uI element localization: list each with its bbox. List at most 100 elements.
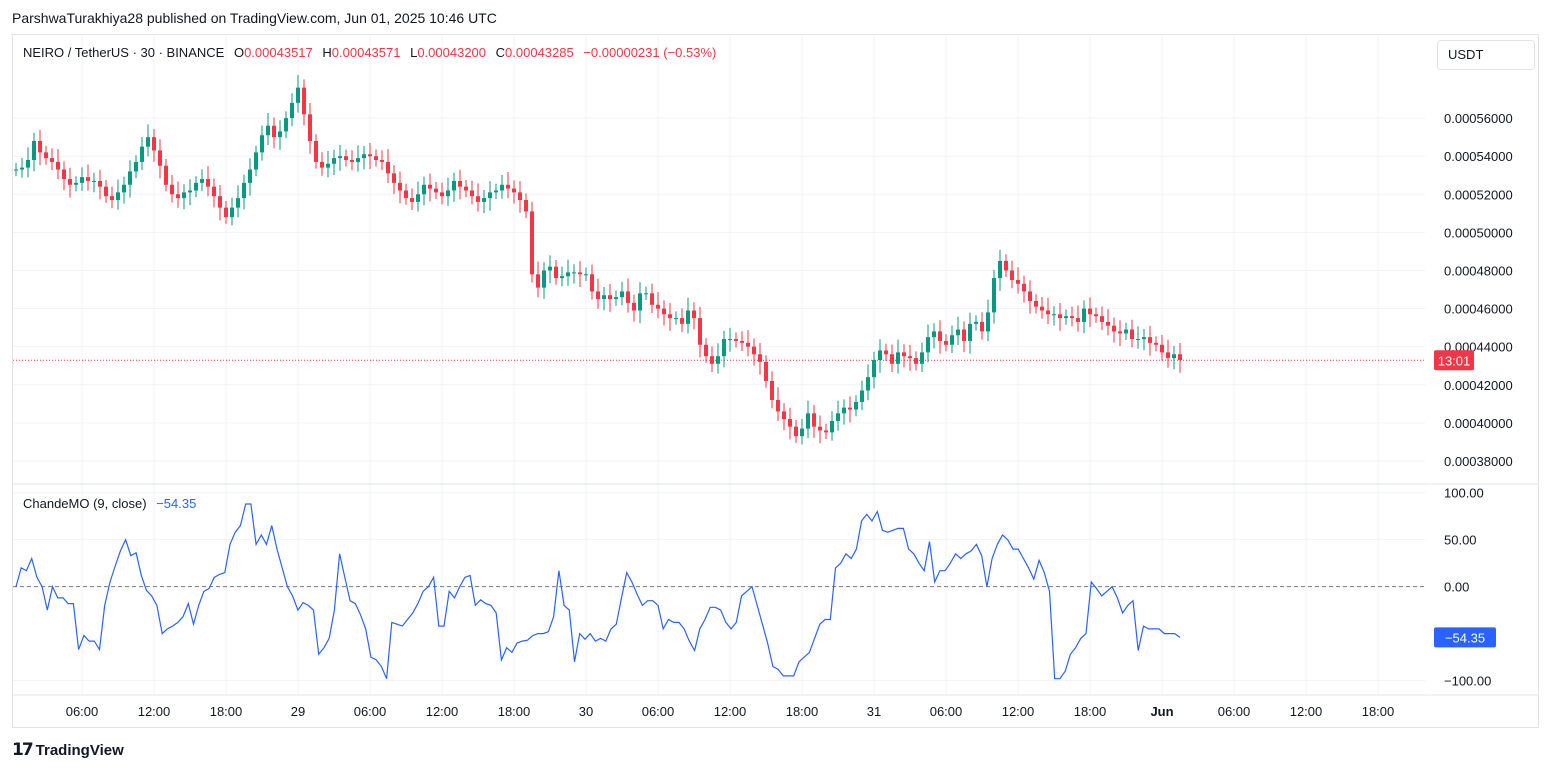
candle-body — [1112, 325, 1116, 332]
candle-body — [338, 156, 342, 159]
candle-body — [1034, 300, 1038, 307]
candle — [194, 176, 198, 198]
candle-body — [536, 274, 540, 288]
candle — [512, 180, 516, 204]
candle — [632, 294, 636, 322]
time-tick-label: 06:00 — [642, 704, 675, 719]
time-tick-label: 18:00 — [210, 704, 243, 719]
candle — [524, 193, 528, 219]
candle-body — [482, 198, 486, 202]
candle-body — [32, 140, 36, 160]
candle-body — [1100, 316, 1104, 322]
cmo-series — [15, 503, 1181, 680]
candle-body — [650, 293, 654, 305]
candle-body — [884, 350, 888, 355]
candle — [446, 177, 450, 206]
candle-body — [1046, 310, 1050, 315]
currency-unit-button[interactable]: USDT — [1437, 40, 1535, 70]
candle — [458, 169, 462, 200]
candle — [974, 315, 978, 331]
candle-body — [698, 318, 702, 345]
candle — [1010, 260, 1014, 289]
candle-body — [392, 173, 396, 183]
candle-body — [1106, 321, 1110, 326]
candle-body — [560, 276, 564, 279]
candle — [602, 287, 606, 311]
candle-body — [716, 356, 720, 364]
candle — [200, 169, 204, 192]
candle — [992, 269, 996, 324]
publisher-line: ParshwaTurakhiya28 published on TradingV… — [12, 10, 497, 26]
candle — [134, 155, 138, 179]
candle — [1166, 339, 1170, 368]
indicator-name[interactable]: ChandeMO (9, close) — [23, 496, 147, 511]
candle — [422, 176, 426, 206]
candle-body — [110, 196, 114, 200]
candle — [440, 182, 444, 205]
candle-body — [362, 154, 366, 159]
candle — [1160, 335, 1164, 361]
candle-body — [80, 177, 84, 183]
candle-body — [116, 192, 120, 200]
candle-body — [554, 266, 558, 279]
candle-body — [434, 188, 438, 193]
candle — [1070, 306, 1074, 327]
candle-body — [182, 192, 186, 199]
candle-body — [752, 346, 756, 355]
candle-body — [1082, 308, 1086, 322]
candle — [656, 292, 660, 319]
candle — [566, 259, 570, 286]
candle-body — [398, 182, 402, 191]
candle — [476, 183, 480, 212]
candle-body — [1118, 331, 1122, 334]
candle-body — [962, 329, 966, 341]
candle — [1034, 294, 1038, 314]
candle-body — [740, 340, 744, 343]
candle-body — [140, 146, 144, 162]
candle-body — [548, 266, 552, 271]
candle — [1046, 297, 1050, 324]
candle — [788, 407, 792, 440]
candle-body — [1130, 329, 1134, 340]
high-value: 0.00043571 — [331, 45, 401, 60]
candle-body — [1016, 280, 1020, 284]
candle-body — [104, 186, 108, 197]
candle — [1136, 326, 1140, 349]
candle — [266, 112, 270, 145]
candle — [14, 162, 18, 177]
candle-body — [452, 180, 456, 191]
candle — [248, 158, 252, 196]
candle-body — [272, 125, 276, 138]
candle — [626, 278, 630, 313]
candle — [764, 355, 768, 388]
candle — [1106, 309, 1110, 336]
candle — [236, 185, 240, 218]
candle — [836, 400, 840, 431]
candle — [374, 149, 378, 167]
candle — [158, 139, 162, 179]
cmo-axis: 100.00 50.00 0.00 −100.00 — [1444, 486, 1491, 689]
candle-body — [710, 356, 714, 364]
candle — [284, 111, 288, 139]
candle — [260, 125, 264, 161]
candle — [806, 400, 810, 439]
candle-body — [728, 339, 732, 341]
candle-body — [860, 390, 864, 402]
tradingview-brand[interactable]: 𝟭𝟳 TradingView — [12, 740, 124, 760]
candle-body — [1028, 291, 1032, 301]
time-tick-label: 12:00 — [1290, 704, 1323, 719]
price-tick-label: 0.00040000 — [1444, 416, 1513, 431]
candle — [368, 143, 372, 169]
price-tick-label: 0.00046000 — [1444, 302, 1513, 317]
candle-body — [1010, 270, 1014, 280]
candle — [56, 149, 60, 180]
candle — [146, 124, 150, 157]
candle-body — [788, 419, 792, 427]
candle-body — [776, 400, 780, 412]
candle-body — [506, 184, 510, 189]
symbol-label[interactable]: NEIRO / TetherUS · 30 · BINANCE — [23, 45, 225, 60]
candle — [452, 172, 456, 202]
candle-body — [1124, 329, 1128, 334]
candle — [956, 316, 960, 345]
